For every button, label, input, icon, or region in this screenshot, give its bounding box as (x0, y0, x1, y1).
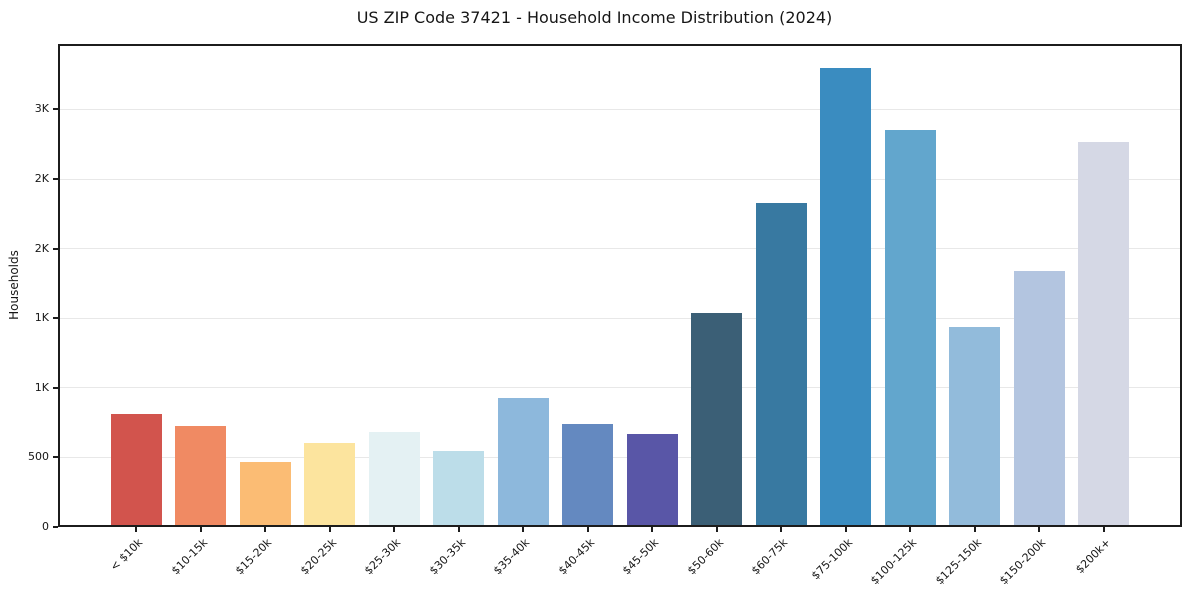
bar-< $10k (110, 413, 162, 527)
bar-slot (1072, 44, 1137, 527)
x-tick-label-< $10k: < $10k (107, 536, 146, 574)
y-tick-label: 1K (34, 311, 49, 325)
x-tick-mark (328, 527, 331, 532)
x-tick-mark (264, 527, 267, 532)
y-tick-label: 2K (34, 172, 49, 186)
y-tick-mark (53, 456, 58, 459)
bar-$60-75k (755, 202, 807, 527)
y-tick-label: 3K (34, 102, 49, 116)
gridline-500 (58, 456, 1182, 458)
x-tick-mark (522, 527, 525, 532)
y-tick-label: 500 (28, 450, 49, 464)
y-tick-label: 0 (42, 520, 49, 533)
bar-$100-125k (884, 130, 936, 527)
bar-$50-60k (691, 312, 743, 527)
x-tick-mark (1038, 527, 1041, 532)
bar-slot (491, 44, 556, 527)
gridline-3000 (58, 108, 1182, 110)
bar-slot (1007, 44, 1072, 527)
bar-$20-25k (304, 443, 356, 527)
y-tick-mark (53, 317, 58, 320)
bar-columns (58, 44, 1182, 527)
bar-slot (943, 44, 1008, 527)
bar-slot (427, 44, 492, 527)
gridline-1500 (58, 317, 1182, 319)
y-tick-mark (53, 247, 58, 250)
x-tick-mark (780, 527, 783, 532)
gridline-2000 (58, 248, 1182, 250)
bar-slot (878, 44, 943, 527)
y-tick-mark (53, 108, 58, 111)
bar-$125-150k (949, 326, 1001, 527)
y-tick-label: 1K (34, 380, 49, 394)
bar-$40-45k (562, 424, 614, 527)
bar-slot (620, 44, 685, 527)
x-tick-mark (586, 527, 589, 532)
bar-slot (556, 44, 621, 527)
bar-$35-40k (497, 398, 549, 527)
bar-slot (298, 44, 363, 527)
x-tick-mark (135, 527, 138, 532)
bar-$200k+ (1078, 142, 1130, 527)
bar-$150-200k (1013, 270, 1065, 527)
bar-slot (749, 44, 814, 527)
y-tick-mark (53, 178, 58, 181)
bar-$75-100k (820, 68, 872, 527)
x-tick-mark (973, 527, 976, 532)
bar-slot (685, 44, 750, 527)
x-tick-mark (393, 527, 396, 532)
y-tick-mark (53, 526, 58, 528)
plot-area (58, 44, 1182, 527)
bar-$10-15k (175, 426, 227, 527)
bar-slot (233, 44, 298, 527)
x-tick-mark (844, 527, 847, 532)
y-tick-mark (53, 386, 58, 389)
bar-slot (104, 44, 169, 527)
gridline-1000 (58, 387, 1182, 389)
bar-$25-30k (368, 432, 420, 527)
x-tick-mark (457, 527, 460, 532)
x-tick-mark (1102, 527, 1105, 532)
x-tick-mark (651, 527, 654, 532)
y-tick-label: 2K (34, 241, 49, 255)
bar-$45-50k (626, 433, 678, 527)
chart-title: US ZIP Code 37421 - Household Income Dis… (356, 8, 833, 27)
bar-slot (169, 44, 234, 527)
x-tick-mark (715, 527, 718, 532)
gridline-2500 (58, 178, 1182, 180)
y-axis-label: Households (7, 250, 21, 320)
bar-$30-35k (433, 451, 485, 527)
bar-slot (814, 44, 879, 527)
x-tick-mark (199, 527, 202, 532)
bar-$15-20k (239, 462, 291, 527)
x-tick-mark (909, 527, 912, 532)
bar-slot (362, 44, 427, 527)
